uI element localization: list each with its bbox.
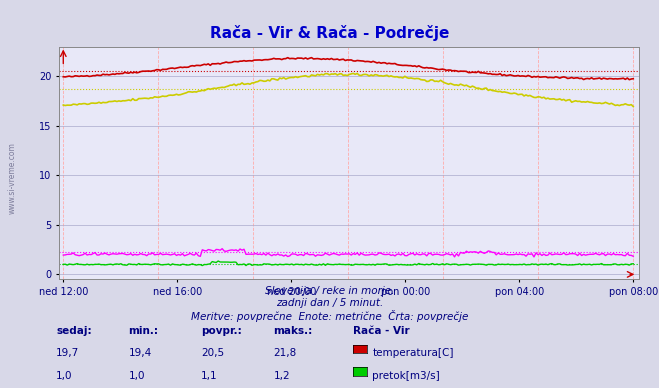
Text: Meritve: povprečne  Enote: metrične  Črta: povprečje: Meritve: povprečne Enote: metrične Črta:… [191, 310, 468, 322]
Text: zadnji dan / 5 minut.: zadnji dan / 5 minut. [276, 298, 383, 308]
Text: 19,4: 19,4 [129, 348, 152, 359]
Text: maks.:: maks.: [273, 326, 313, 336]
Text: 1,0: 1,0 [56, 371, 72, 381]
Text: Rača - Vir: Rača - Vir [353, 326, 409, 336]
Text: 1,1: 1,1 [201, 371, 217, 381]
Text: pretok[m3/s]: pretok[m3/s] [372, 371, 440, 381]
Text: Slovenija / reke in morje.: Slovenija / reke in morje. [265, 286, 394, 296]
Text: 1,2: 1,2 [273, 371, 290, 381]
Text: min.:: min.: [129, 326, 159, 336]
Text: www.si-vreme.com: www.si-vreme.com [8, 142, 17, 215]
Text: 20,5: 20,5 [201, 348, 224, 359]
Text: Rača - Vir & Rača - Podrečje: Rača - Vir & Rača - Podrečje [210, 25, 449, 41]
Text: sedaj:: sedaj: [56, 326, 92, 336]
Text: 1,0: 1,0 [129, 371, 145, 381]
Text: povpr.:: povpr.: [201, 326, 242, 336]
Text: 19,7: 19,7 [56, 348, 79, 359]
Text: 21,8: 21,8 [273, 348, 297, 359]
Text: temperatura[C]: temperatura[C] [372, 348, 454, 359]
